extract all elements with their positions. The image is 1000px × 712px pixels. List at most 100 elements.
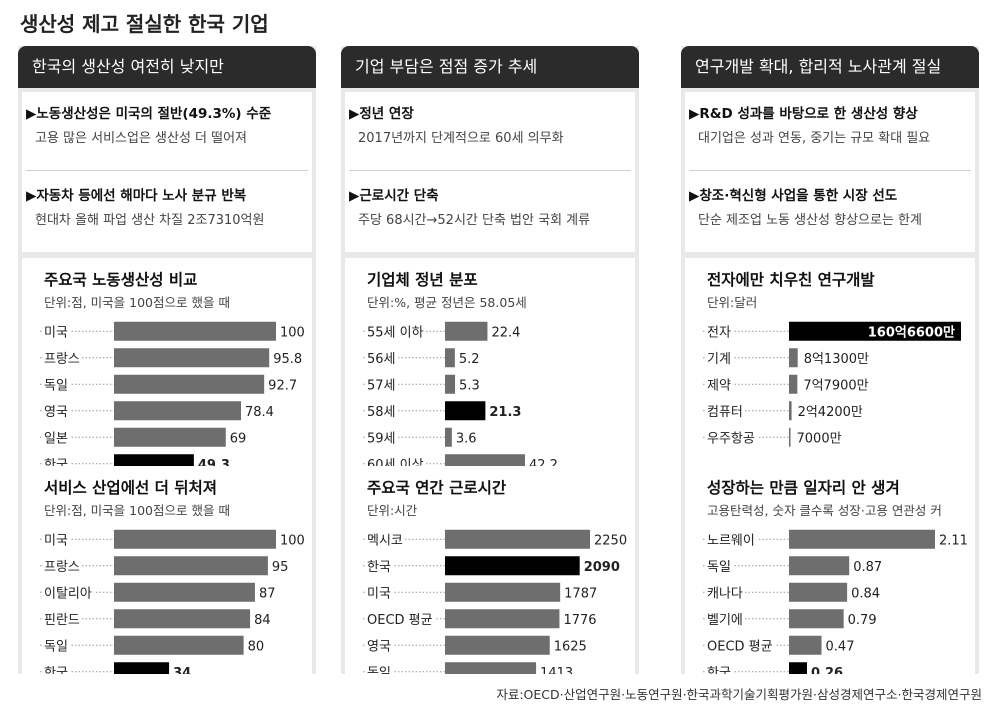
key-point-sub: 고용 많은 서비스업은 생산성 더 떨어져	[35, 131, 248, 146]
column-rnd: 연구개발 확대, 합리적 노사관계 절실 ▶R&D 성과를 바탕으로 한 생산성…	[681, 46, 979, 674]
bar	[114, 348, 270, 368]
key-points-box: ▶R&D 성과를 바탕으로 한 생산성 향상 대기업은 성과 연동, 중기는 규…	[685, 92, 975, 252]
key-point: ▶정년 연장 2017년까지 단계적으로 60세 의무화	[349, 102, 633, 146]
key-points-box: ▶정년 연장 2017년까지 단계적으로 60세 의무화 ▶근로시간 단축 주당…	[345, 92, 635, 252]
bar	[114, 556, 268, 576]
category-label: 독일	[44, 378, 68, 393]
divider	[349, 170, 631, 171]
category-label: 미국	[367, 586, 391, 601]
bar	[114, 454, 194, 466]
bar	[445, 609, 560, 629]
value-label: 49.3	[198, 458, 230, 466]
value-label: 1776	[563, 613, 596, 628]
value-label: 7000만	[797, 431, 842, 446]
category-label: 한국	[707, 666, 731, 674]
bar	[445, 401, 486, 421]
column-header: 기업 부담은 점점 증가 추세	[341, 46, 639, 88]
category-label: 영국	[44, 405, 68, 420]
key-point: ▶노동생산성은 미국의 절반(49.3%) 수준 고용 많은 서비스업은 생산성…	[26, 102, 310, 146]
value-label: 5.2	[459, 352, 480, 367]
value-label: 0.79	[848, 613, 877, 628]
bar	[445, 427, 452, 447]
category-label: 미국	[44, 325, 68, 340]
bar	[114, 635, 244, 655]
key-point-sub: 주당 68시간→52시간 단축 법안 국회 계류	[358, 213, 591, 228]
category-label: 컴퓨터	[707, 405, 743, 420]
bar	[445, 321, 488, 341]
key-point-headline: ▶자동차 등에선 해마다 노사 분규 반복	[26, 188, 247, 204]
bar-chart: 미국 100 프랑스 95.8 독일 92.7 영국 78.4 일본 69 한국 49.3	[40, 321, 305, 466]
bar	[445, 662, 537, 674]
bar	[789, 635, 822, 655]
value-label: 8억1300만	[804, 352, 869, 367]
value-label: 21.3	[489, 405, 521, 420]
bar	[114, 374, 265, 394]
bar	[789, 582, 848, 602]
chart-panel-employment-elasticity: 성장하는 만큼 일자리 안 생겨 고용탄력성, 숫자 클수록 성장·고용 연관성…	[685, 466, 975, 674]
value-label: 5.3	[459, 378, 480, 393]
bar	[445, 374, 456, 394]
bar-chart: 멕시코 2250 한국 2090 미국 1787 OECD 평균 1776 영국 1625 독일 14…	[363, 529, 627, 674]
category-label: 57세	[367, 378, 396, 393]
value-label: 1625	[554, 639, 587, 654]
category-label: OECD 평균	[707, 639, 773, 654]
bar	[114, 427, 226, 447]
chart-unit: 단위:점, 미국을 100점으로 했을 때	[44, 503, 230, 518]
category-label: 노르웨이	[707, 533, 755, 548]
bar	[445, 454, 525, 466]
key-point: ▶근로시간 단축 주당 68시간→52시간 단축 법안 국회 계류	[349, 184, 633, 228]
category-label: 미국	[44, 533, 68, 548]
source-note: 자료:OECD·산업연구원·노동연구원·한국과학기술기획평가원·삼성경제연구소·…	[496, 687, 982, 702]
category-label: 우주항공	[707, 431, 755, 446]
chart-panel-labor-productivity: 주요국 노동생산성 비교 단위:점, 미국을 100점으로 했을 때 미국 100…	[22, 258, 312, 466]
chart-panel-working-hours: 주요국 연간 근로시간 단위:시간 멕시코 2250 한국 2090 미국 1787 OEC…	[345, 466, 635, 674]
value-label: 2090	[584, 560, 620, 575]
column-header: 연구개발 확대, 합리적 노사관계 절실	[681, 46, 979, 88]
value-label: 0.26	[811, 666, 843, 674]
bar-chart: 55세 이하 22.4 56세 5.2 57세 5.3 58세 21.3 59세 3.6 60세 이…	[363, 321, 558, 466]
chart-title: 전자에만 치우친 연구개발	[707, 271, 875, 289]
bar	[789, 556, 850, 576]
category-label: 일본	[44, 431, 68, 446]
category-label: 60세 이상	[367, 458, 424, 466]
chart-unit: 고용탄력성, 숫자 클수록 성장·고용 연관성 커	[707, 503, 942, 518]
value-label: 42.2	[529, 458, 558, 466]
category-label: 독일	[367, 666, 391, 674]
key-point-headline: ▶노동생산성은 미국의 절반(49.3%) 수준	[26, 106, 272, 122]
divider	[26, 170, 308, 171]
bar	[445, 556, 580, 576]
value-label: 34	[173, 666, 191, 674]
bar	[445, 348, 455, 368]
value-label: 3.6	[456, 431, 477, 446]
category-label: 멕시코	[367, 533, 403, 548]
value-label: 95	[272, 560, 289, 575]
key-point-headline: ▶정년 연장	[349, 106, 414, 122]
bar	[114, 662, 170, 674]
value-label: 95.8	[273, 352, 302, 367]
chart-title: 성장하는 만큼 일자리 안 생겨	[707, 479, 900, 497]
category-label: 전자	[707, 325, 731, 340]
bar	[114, 401, 242, 421]
category-label: OECD 평균	[367, 613, 433, 628]
category-label: 55세 이하	[367, 325, 424, 340]
category-label: 영국	[367, 639, 391, 654]
key-point-headline: ▶근로시간 단축	[349, 188, 439, 204]
category-label: 프랑스	[44, 560, 80, 575]
key-point-headline: ▶R&D 성과를 바탕으로 한 생산성 향상	[689, 106, 918, 122]
key-point: ▶R&D 성과를 바탕으로 한 생산성 향상 대기업은 성과 연동, 중기는 규…	[689, 102, 973, 146]
value-label: 1787	[564, 586, 597, 601]
bar	[789, 401, 792, 421]
value-label: 22.4	[491, 325, 520, 340]
category-label: 캐나다	[707, 586, 743, 601]
chart-unit: 단위:달러	[707, 295, 758, 310]
value-label: 87	[259, 586, 276, 601]
main-title: 생산성 제고 절실한 한국 기업	[20, 12, 269, 36]
value-label: 2억4200만	[798, 405, 863, 420]
key-point-sub: 2017년까지 단계적으로 60세 의무화	[358, 131, 564, 146]
value-label: 7억7900만	[803, 378, 868, 393]
bar	[114, 321, 276, 341]
bar	[114, 582, 255, 602]
category-label: 제약	[707, 378, 731, 393]
columns-container: 한국의 생산성 여전히 낮지만 ▶노동생산성은 미국의 절반(49.3%) 수준…	[18, 46, 984, 674]
chart-title: 주요국 연간 근로시간	[367, 479, 507, 497]
